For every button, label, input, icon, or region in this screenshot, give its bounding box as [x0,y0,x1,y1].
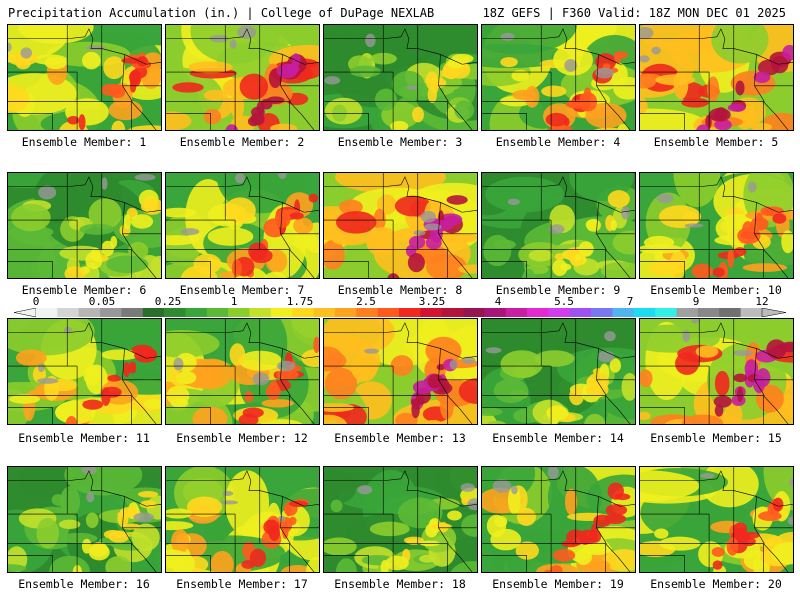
member-caption: Ensemble Member: 3 [337,135,463,149]
colorbar-tick-label: 0.25 [154,295,182,308]
colorbar-tick-label: 12 [755,295,769,308]
colorbar-labels: 0 0.05 0.25 1 1.75 2.5 3.25 4 5.5 7 9 12 [0,296,800,308]
colorbar-tick-label: 0.05 [88,295,116,308]
member-map-panel [7,172,162,279]
member-caption: Ensemble Member: 15 [650,431,782,445]
member-map-panel [165,172,320,279]
member-map-panel [639,24,794,131]
model-valid-time: 18Z GEFS | F360 Valid: 18Z MON DEC 01 20… [482,6,786,20]
member-caption: Ensemble Member: 18 [334,577,466,591]
member-caption: Ensemble Member: 5 [653,135,779,149]
member-map-panel [165,318,320,425]
member-map-panel [7,466,162,573]
colorbar-tick-label: 9 [692,295,700,308]
member-caption: Ensemble Member: 6 [21,283,147,297]
member-map-panel [481,172,636,279]
member-map-panel [7,318,162,425]
colorbar-tick-label: 1 [230,295,238,308]
member-caption: Ensemble Member: 2 [179,135,305,149]
member-caption: Ensemble Member: 14 [492,431,624,445]
member-map-panel [323,318,478,425]
member-map-panel [323,466,478,573]
header: Precipitation Accumulation (in.) | Colle… [0,0,800,24]
member-caption: Ensemble Member: 16 [18,577,150,591]
member-caption: Ensemble Member: 17 [176,577,308,591]
member-caption: Ensemble Member: 12 [176,431,308,445]
member-caption: Ensemble Member: 7 [179,283,305,297]
colorbar-tick-label: 4 [494,295,502,308]
member-map-panel [165,24,320,131]
member-map-panel [323,172,478,279]
colorbar-tick-label: 7 [626,295,634,308]
member-caption: Ensemble Member: 13 [334,431,466,445]
member-map-panel [7,24,162,131]
member-map-panel [639,466,794,573]
colorbar-tick-label: 5.5 [554,295,574,308]
precipitation-colorbar: 0 0.05 0.25 1 1.75 2.5 3.25 4 5.5 7 9 12 [0,296,800,322]
colorbar-tick-label: 2.5 [356,295,376,308]
colorbar-tick-label: 0 [32,295,40,308]
product-title: Precipitation Accumulation (in.) | Colle… [8,6,435,20]
member-caption: Ensemble Member: 11 [18,431,150,445]
member-caption: Ensemble Member: 4 [495,135,621,149]
colorbar-tick-label: 1.75 [286,295,314,308]
colorbar-tick-label: 3.25 [418,295,446,308]
member-caption: Ensemble Member: 1 [21,135,147,149]
member-map-panel [639,172,794,279]
member-map-panel [481,318,636,425]
member-caption: Ensemble Member: 10 [650,283,782,297]
member-map-panel [481,466,636,573]
member-caption: Ensemble Member: 20 [650,577,782,591]
member-map-panel [639,318,794,425]
member-caption: Ensemble Member: 8 [337,283,463,297]
member-caption: Ensemble Member: 19 [492,577,624,591]
member-map-panel [165,466,320,573]
member-caption: Ensemble Member: 9 [495,283,621,297]
colorbar-strip [13,308,787,317]
member-map-panel [481,24,636,131]
member-map-panel [323,24,478,131]
